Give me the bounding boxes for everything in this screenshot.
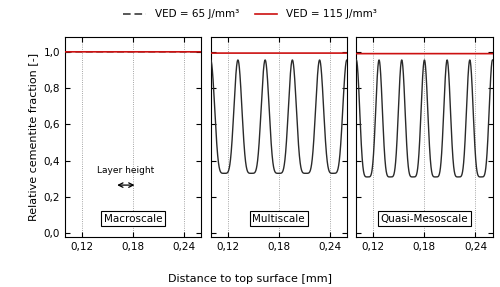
Text: Distance to top surface [mm]: Distance to top surface [mm]: [168, 274, 332, 284]
Text: Quasi-Mesoscale: Quasi-Mesoscale: [380, 214, 468, 224]
Text: Multiscale: Multiscale: [252, 214, 305, 224]
Text: Layer height: Layer height: [97, 166, 154, 175]
Text: Macroscale: Macroscale: [104, 214, 162, 224]
Y-axis label: Relative cementite fraction [-]: Relative cementite fraction [-]: [28, 53, 38, 221]
Legend: VED = 65 J/mm³, VED = 115 J/mm³: VED = 65 J/mm³, VED = 115 J/mm³: [119, 5, 381, 24]
